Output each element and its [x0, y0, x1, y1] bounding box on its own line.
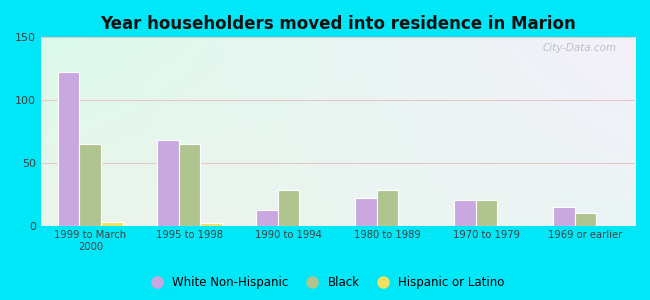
Bar — [355, 198, 376, 226]
Bar — [278, 190, 299, 226]
Bar — [58, 73, 79, 226]
Legend: White Non-Hispanic, Black, Hispanic or Latino: White Non-Hispanic, Black, Hispanic or L… — [140, 272, 510, 294]
Bar — [255, 211, 278, 226]
Bar — [157, 140, 179, 226]
Bar — [454, 200, 476, 226]
Bar — [179, 144, 200, 226]
Title: Year householders moved into residence in Marion: Year householders moved into residence i… — [100, 15, 576, 33]
Bar — [476, 200, 497, 226]
Bar — [552, 207, 575, 226]
Bar — [200, 223, 222, 226]
Text: City-Data.com: City-Data.com — [543, 43, 618, 53]
Bar — [79, 144, 101, 226]
Bar — [101, 222, 123, 226]
Bar — [376, 190, 398, 226]
Bar — [575, 213, 597, 226]
